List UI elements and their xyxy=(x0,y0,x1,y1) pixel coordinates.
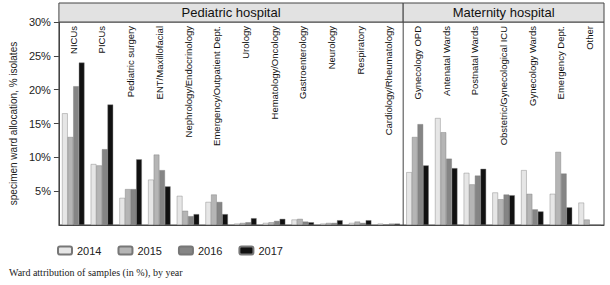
svg-text:Respiratory: Respiratory xyxy=(355,26,366,75)
svg-text:Emergency Dept.: Emergency Dept. xyxy=(555,26,566,99)
svg-text:2017: 2017 xyxy=(258,245,282,257)
svg-text:Postnatal Wards: Postnatal Wards xyxy=(469,26,480,96)
svg-text:NICUs: NICUs xyxy=(68,26,79,54)
svg-text:2014: 2014 xyxy=(77,245,101,257)
svg-text:PICUs: PICUs xyxy=(96,26,107,54)
svg-text:Emergency/Outpatient Dept.: Emergency/Outpatient Dept. xyxy=(211,26,222,146)
svg-text:specimen ward allocation, % is: specimen ward allocation, % isolates xyxy=(8,42,19,205)
svg-text:Obstetric/Gynecological ICU: Obstetric/Gynecological ICU xyxy=(498,26,509,145)
svg-text:Hematology/Oncology: Hematology/Oncology xyxy=(269,26,280,120)
svg-text:Other: Other xyxy=(584,26,595,50)
svg-text:Nephrology/Endocrinology: Nephrology/Endocrinology xyxy=(183,26,194,138)
svg-text:Pediatric surgery: Pediatric surgery xyxy=(125,26,136,98)
svg-text:Gastroenterology: Gastroenterology xyxy=(297,26,308,99)
svg-text:Antenatal Wards: Antenatal Wards xyxy=(441,26,452,96)
svg-text:20%: 20% xyxy=(29,84,51,96)
svg-text:2015: 2015 xyxy=(137,245,161,257)
svg-text:Maternity hospital: Maternity hospital xyxy=(453,5,555,20)
svg-text:Neurology: Neurology xyxy=(326,26,337,70)
svg-text:25%: 25% xyxy=(29,50,51,62)
svg-text:10%: 10% xyxy=(29,151,51,163)
svg-text:Pediatric hospital: Pediatric hospital xyxy=(182,5,281,20)
svg-text:Cardiology/Rheumatology: Cardiology/Rheumatology xyxy=(383,26,394,136)
svg-text:Urology: Urology xyxy=(240,26,251,59)
svg-text:Gynecology Wards: Gynecology Wards xyxy=(527,26,538,106)
svg-text:5%: 5% xyxy=(35,185,51,197)
svg-text:Ward attribution of samples (i: Ward attribution of samples (in %), by y… xyxy=(9,267,183,279)
svg-text:2016: 2016 xyxy=(198,245,222,257)
svg-text:Gynecology OPD: Gynecology OPD xyxy=(412,26,423,100)
svg-text:30%: 30% xyxy=(29,16,51,28)
svg-text:ENT/Maxillofacial: ENT/Maxillofacial xyxy=(154,26,165,99)
svg-text:15%: 15% xyxy=(29,118,51,130)
